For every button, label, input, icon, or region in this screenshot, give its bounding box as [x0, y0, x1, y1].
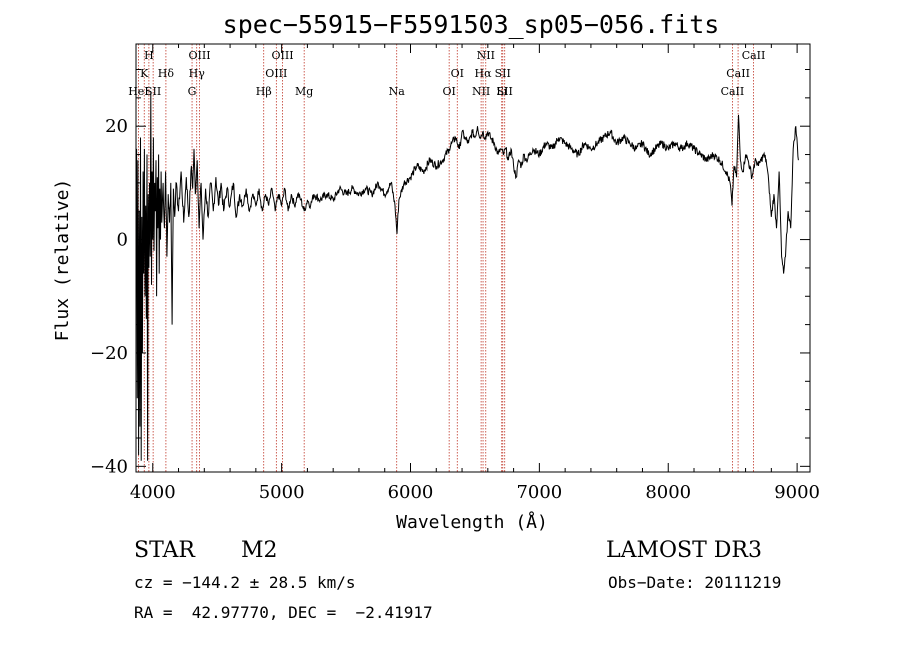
- y-axis: −40 −20 0 20: [90, 69, 810, 477]
- x-tick-label: 8000: [645, 482, 691, 503]
- spectral-line-label: NII: [477, 49, 495, 62]
- spectral-line-label: OIII: [265, 67, 287, 80]
- y-tick-label: −20: [90, 343, 128, 364]
- spectral-line-label: Mg: [295, 85, 313, 98]
- spectral-line-label: K: [140, 67, 149, 80]
- chart-title: spec−55915−F5591503_sp05−056.fits: [223, 10, 720, 39]
- spectrum-layer: [136, 92, 799, 461]
- spectrum-line: [136, 92, 799, 461]
- spectral-line-markers: [138, 44, 754, 472]
- redshift-velocity: cz = −144.2 ± 28.5 km/s: [134, 573, 356, 592]
- spectral-line-label: G: [188, 85, 197, 98]
- spectral-line-label: H: [144, 49, 154, 62]
- x-tick-label: 7000: [516, 482, 562, 503]
- spectral-line-label: SII: [497, 85, 513, 98]
- spectral-line-label: SII: [145, 85, 161, 98]
- spectral-line-label: Hα: [475, 67, 493, 80]
- coordinates: RA = 42.97770, DEC = −2.41917: [134, 603, 433, 622]
- spectral-line-label: Hγ: [189, 67, 206, 80]
- spectral-line-label: CaII: [726, 67, 750, 80]
- spectral-line-label: OI: [442, 85, 455, 98]
- x-tick-label: 4000: [130, 482, 176, 503]
- spectral-line-label: NII: [472, 85, 490, 98]
- x-tick-label: 5000: [259, 482, 305, 503]
- plot-frame: [135, 43, 811, 473]
- spectral-line-label: Hβ: [256, 85, 272, 98]
- spectral-line-label: Hδ: [158, 67, 175, 80]
- survey-name: LAMOST DR3: [606, 538, 762, 563]
- object-subclass: M2: [241, 538, 278, 563]
- y-axis-label: Flux (relative): [52, 179, 73, 342]
- spectral-line-label: SII: [495, 67, 511, 80]
- y-tick-label: 20: [105, 116, 128, 137]
- spectral-line-label: CaII: [721, 85, 745, 98]
- spectral-line-label: OIII: [189, 49, 211, 62]
- y-tick-label: −40: [90, 456, 128, 477]
- observation-date: Obs−Date: 20111219: [608, 573, 782, 592]
- spectral-line-label: CaII: [742, 49, 766, 62]
- spectral-line-label: Na: [389, 85, 406, 98]
- y-tick-label: 0: [117, 230, 128, 251]
- x-axis-label: Wavelength (Å): [396, 511, 548, 533]
- spectral-line-label: HeI: [128, 85, 148, 98]
- x-tick-label: 6000: [388, 482, 434, 503]
- object-class: STAR: [134, 538, 195, 563]
- spectral-line-label: Li: [496, 85, 507, 98]
- spectral-line-labels: HeI KH SII Hδ G Hγ OIII Hβ OIII OIII Mg Na OI OI NII Hα…: [128, 49, 765, 98]
- spectral-line-label: OIII: [271, 49, 293, 62]
- x-tick-label: 9000: [774, 482, 820, 503]
- x-axis: 4000 5000 6000 7000 8000 9000: [130, 44, 820, 503]
- spectral-line-label: OI: [451, 67, 464, 80]
